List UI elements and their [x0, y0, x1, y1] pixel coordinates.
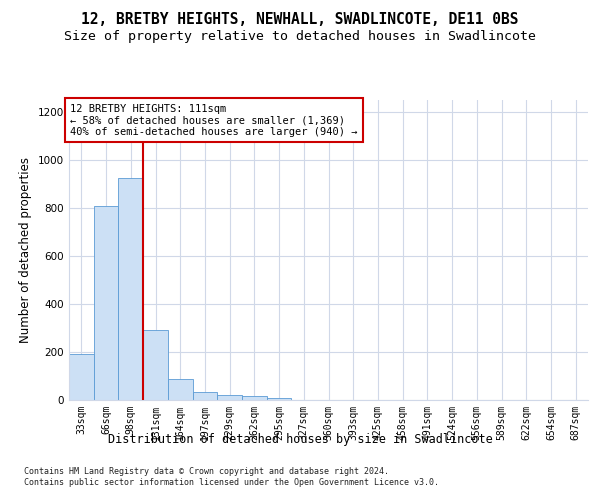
Bar — [267, 398, 292, 400]
Bar — [143, 330, 168, 400]
Text: Size of property relative to detached houses in Swadlincote: Size of property relative to detached ho… — [64, 30, 536, 43]
Bar — [94, 206, 118, 400]
Bar — [193, 392, 217, 400]
Text: 12 BRETBY HEIGHTS: 111sqm
← 58% of detached houses are smaller (1,369)
40% of se: 12 BRETBY HEIGHTS: 111sqm ← 58% of detac… — [70, 104, 358, 137]
Text: Distribution of detached houses by size in Swadlincote: Distribution of detached houses by size … — [107, 432, 493, 446]
Bar — [242, 396, 267, 400]
Bar — [69, 354, 94, 400]
Bar — [217, 395, 242, 400]
Text: 12, BRETBY HEIGHTS, NEWHALL, SWADLINCOTE, DE11 0BS: 12, BRETBY HEIGHTS, NEWHALL, SWADLINCOTE… — [81, 12, 519, 28]
Text: Contains HM Land Registry data © Crown copyright and database right 2024.
Contai: Contains HM Land Registry data © Crown c… — [24, 468, 439, 487]
Y-axis label: Number of detached properties: Number of detached properties — [19, 157, 32, 343]
Bar — [168, 379, 193, 400]
Bar — [118, 178, 143, 400]
